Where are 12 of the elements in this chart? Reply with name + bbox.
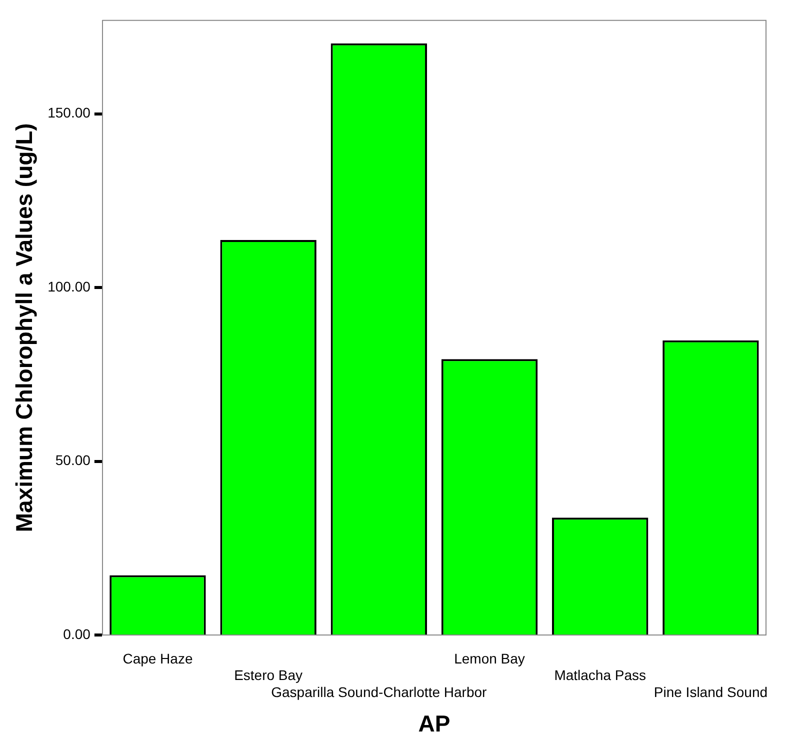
x-tick-label: Gasparilla Sound-Charlotte Harbor bbox=[271, 684, 488, 700]
x-tick-label: Matlacha Pass bbox=[554, 667, 646, 684]
x-axis-title: AP bbox=[418, 710, 450, 737]
x-tick-label: Estero Bay bbox=[234, 667, 303, 684]
x-tick-label: Pine Island Sound bbox=[654, 684, 768, 700]
y-axis-title: Maximum Chlorophyll a Values (ug/L) bbox=[11, 123, 38, 532]
y-tick-label: 150.00 bbox=[48, 104, 91, 121]
x-tick-label: Lemon Bay bbox=[454, 650, 525, 666]
y-tick-label: 100.00 bbox=[48, 278, 91, 294]
y-tick-label: 0.00 bbox=[63, 626, 91, 642]
y-tick-label: 50.00 bbox=[55, 452, 91, 468]
x-tick-label: Cape Haze bbox=[122, 650, 193, 666]
